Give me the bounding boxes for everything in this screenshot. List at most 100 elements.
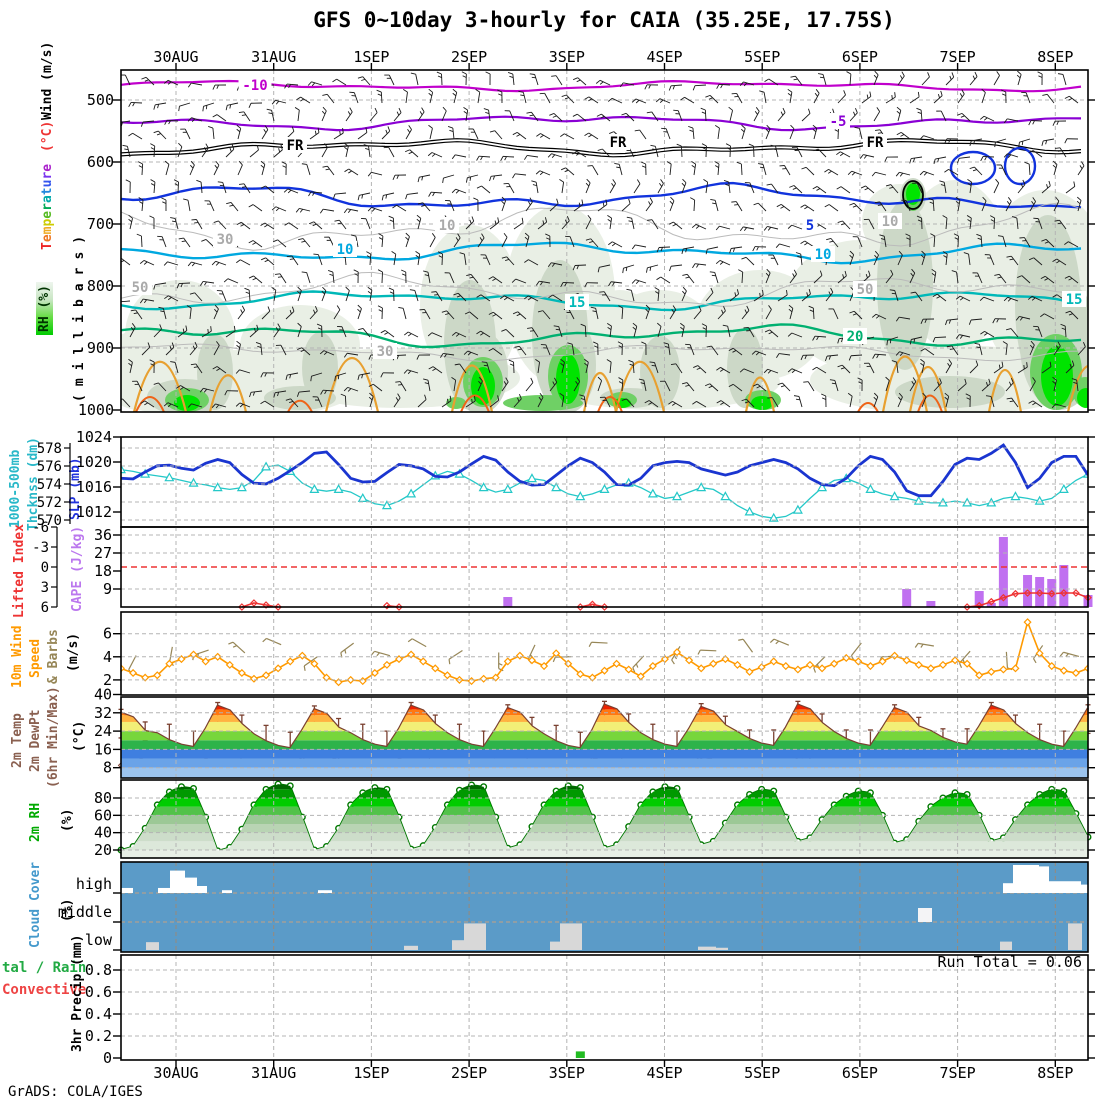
svg-text:2: 2	[103, 671, 112, 689]
svg-text:6SEP: 6SEP	[842, 48, 878, 66]
svg-text:800: 800	[87, 277, 114, 295]
svg-text:4SEP: 4SEP	[646, 48, 682, 66]
svg-text:8: 8	[103, 759, 112, 777]
svg-text:10: 10	[439, 218, 456, 234]
svg-text:1SEP: 1SEP	[353, 48, 389, 66]
svg-text:8SEP: 8SEP	[1037, 48, 1073, 66]
svg-text:30: 30	[217, 232, 234, 248]
svg-text:4: 4	[103, 648, 112, 666]
svg-text:80: 80	[94, 789, 112, 807]
panel-li-cape	[238, 537, 1093, 611]
grads-credit: GrADS: COLA/IGES	[8, 1084, 143, 1100]
svg-text:30: 30	[377, 344, 394, 360]
svg-text:3SEP: 3SEP	[549, 48, 585, 66]
svg-text:30AUG: 30AUG	[153, 48, 198, 66]
svg-text:27: 27	[94, 544, 112, 562]
panel-upper-air-axis: 500 600 700 800 900 1000	[78, 69, 1095, 419]
legend-convective: Convective	[2, 982, 87, 998]
svg-text:1024: 1024	[76, 428, 112, 446]
svg-text:2SEP: 2SEP	[451, 48, 487, 66]
svg-text:-6: -6	[32, 520, 49, 536]
svg-text:6SEP: 6SEP	[842, 1064, 878, 1082]
svg-text:7SEP: 7SEP	[940, 1064, 976, 1082]
svg-text:5SEP: 5SEP	[744, 1064, 780, 1082]
svg-text:576: 576	[37, 459, 62, 475]
legend-total-rain: tal / Rain	[2, 960, 87, 976]
page-title: GFS 0~10day 3-hourly for CAIA (35.25E, 1…	[313, 8, 895, 32]
svg-text:4SEP: 4SEP	[646, 1064, 682, 1082]
svg-text:2SEP: 2SEP	[451, 1064, 487, 1082]
svg-text:600: 600	[87, 153, 114, 171]
panel-precip-axis: 0.8 0.6 0.4 0.2 0	[85, 954, 1095, 1067]
panel-2m-rh-grid	[121, 780, 1088, 858]
svg-text:570: 570	[37, 513, 62, 529]
panel-precip-grid	[121, 955, 1088, 1060]
svg-text:24: 24	[94, 722, 112, 740]
svg-text:6: 6	[41, 600, 49, 616]
panel-upper-air-barbs	[121, 70, 1086, 409]
panel-2m-temp-grid	[121, 697, 1088, 778]
svg-text:0.8: 0.8	[85, 961, 112, 979]
svg-text:high: high	[76, 875, 112, 893]
panel-slp-thickness	[121, 443, 1088, 522]
svg-text:20: 20	[847, 329, 864, 345]
svg-text:500: 500	[87, 91, 114, 109]
svg-text:18: 18	[94, 562, 112, 580]
svg-text:574: 574	[37, 477, 62, 493]
svg-text:FR: FR	[610, 135, 627, 151]
panel-precip: Run Total = 0.06	[575, 953, 1083, 1058]
panel-li-grid	[121, 527, 1088, 607]
svg-text:40: 40	[94, 824, 112, 842]
panel-10m-wind-axis: 6 4 2	[103, 611, 1095, 696]
svg-text:-3: -3	[32, 540, 49, 556]
svg-text:1SEP: 1SEP	[353, 1064, 389, 1082]
svg-text:15: 15	[569, 295, 586, 311]
svg-text:1000: 1000	[78, 401, 114, 419]
svg-text:5SEP: 5SEP	[744, 48, 780, 66]
x-axis-dates: 30AUG 30AUG 31AUG 31AUG 1SEP 1SEP 2SEP 2SEP 3SEP…	[153, 48, 1073, 1082]
svg-text:1020: 1020	[76, 453, 112, 471]
svg-text:middle: middle	[58, 903, 112, 921]
svg-text:0: 0	[41, 560, 49, 576]
svg-text:-5: -5	[830, 114, 847, 130]
svg-text:578: 578	[37, 441, 62, 457]
svg-text:Run Total = 0.06: Run Total = 0.06	[938, 953, 1083, 971]
svg-text:0: 0	[103, 1049, 112, 1067]
panel-slp-grid	[121, 437, 1088, 527]
svg-text:5: 5	[806, 218, 814, 234]
panel-slp-axis: 1024 1020 1016 1012 578 576 574 572 570	[37, 428, 1095, 529]
panel-10m-wind-grid	[121, 612, 1088, 695]
svg-text:1016: 1016	[76, 478, 112, 496]
svg-text:0.4: 0.4	[85, 1005, 112, 1023]
svg-text:0.6: 0.6	[85, 983, 112, 1001]
svg-text:36: 36	[94, 526, 112, 544]
svg-text:-10: -10	[242, 78, 267, 94]
svg-text:16: 16	[94, 740, 112, 758]
svg-text:40: 40	[94, 686, 112, 704]
svg-text:10: 10	[815, 247, 832, 263]
svg-text:FR: FR	[867, 135, 884, 151]
svg-text:32: 32	[94, 704, 112, 722]
svg-text:30AUG: 30AUG	[153, 1064, 198, 1082]
svg-text:6: 6	[103, 625, 112, 643]
svg-text:3: 3	[41, 580, 49, 596]
svg-text:FR: FR	[287, 138, 304, 154]
svg-text:3SEP: 3SEP	[549, 1064, 585, 1082]
svg-text:0.2: 0.2	[85, 1027, 112, 1045]
svg-text:10: 10	[882, 214, 899, 230]
panel-cloud-axis: high middle low	[58, 861, 1089, 953]
svg-text:low: low	[85, 931, 113, 949]
svg-text:8SEP: 8SEP	[1037, 1064, 1073, 1082]
svg-text:15: 15	[1066, 292, 1083, 308]
svg-text:31AUG: 31AUG	[251, 48, 296, 66]
svg-text:700: 700	[87, 215, 114, 233]
svg-text:50: 50	[857, 282, 874, 298]
panel-2m-temp-fill	[121, 704, 1088, 778]
panel-cloud-cover	[121, 862, 1088, 952]
